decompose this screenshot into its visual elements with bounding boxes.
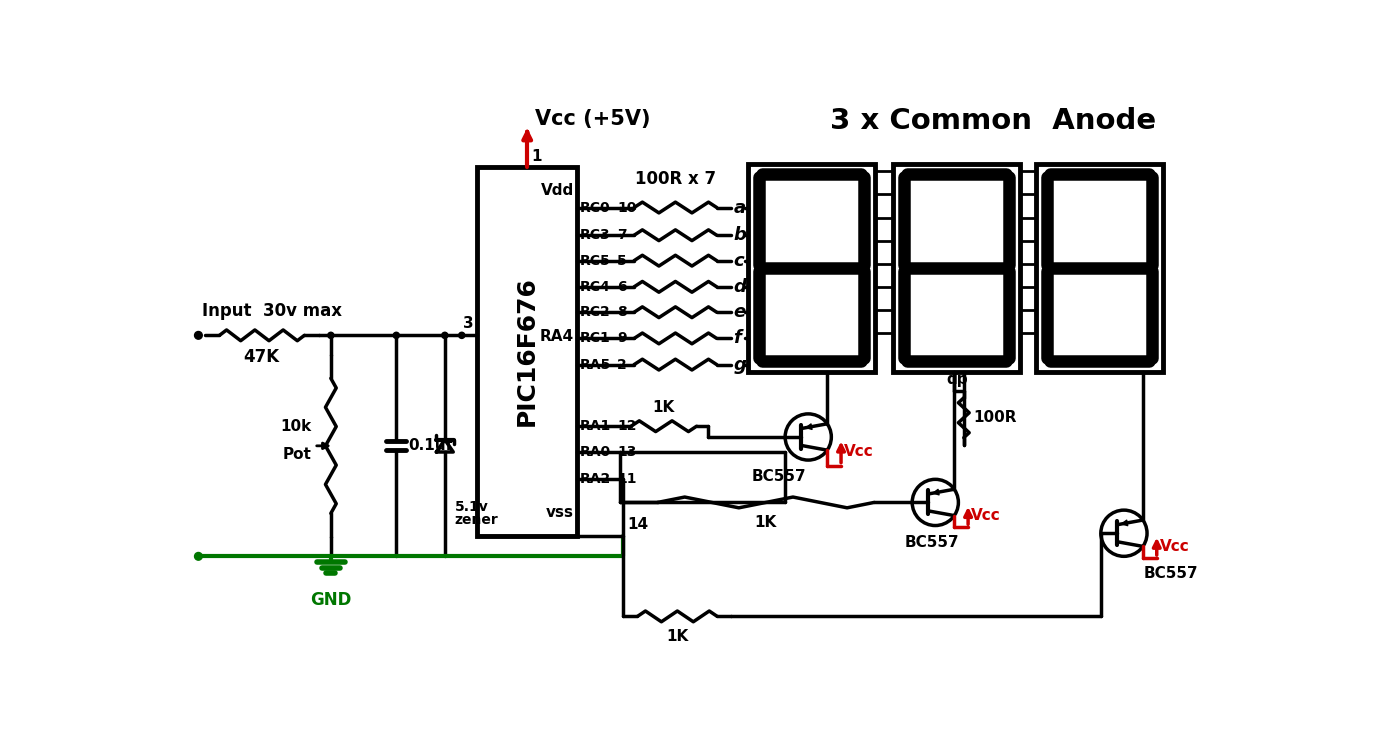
Text: GND: GND bbox=[311, 591, 351, 609]
Bar bbox=[748, 164, 875, 372]
Text: vss: vss bbox=[546, 505, 574, 520]
Text: 2: 2 bbox=[617, 357, 627, 372]
Text: 1K: 1K bbox=[666, 629, 688, 644]
Text: Vcc: Vcc bbox=[971, 508, 1001, 523]
Text: 100R x 7: 100R x 7 bbox=[635, 170, 716, 188]
Text: c: c bbox=[734, 252, 745, 270]
Text: Input  30v max: Input 30v max bbox=[203, 302, 343, 320]
Text: Vcc (+5V): Vcc (+5V) bbox=[535, 109, 651, 129]
Text: 1K: 1K bbox=[755, 515, 777, 530]
Text: 100R: 100R bbox=[974, 410, 1017, 425]
Text: RA2: RA2 bbox=[580, 472, 610, 486]
Text: 5.1v: 5.1v bbox=[455, 500, 488, 514]
Text: g: g bbox=[734, 356, 746, 373]
Text: zener: zener bbox=[455, 513, 498, 527]
Text: 5: 5 bbox=[617, 253, 627, 268]
Text: RA5: RA5 bbox=[580, 357, 610, 372]
Text: a: a bbox=[734, 198, 746, 216]
Text: 3: 3 bbox=[463, 316, 473, 331]
Circle shape bbox=[441, 333, 448, 339]
Text: 13: 13 bbox=[617, 446, 637, 459]
Text: b: b bbox=[734, 226, 746, 244]
Text: Vcc: Vcc bbox=[845, 444, 874, 459]
Text: 1K: 1K bbox=[653, 400, 675, 415]
Text: 3 x Common  Anode: 3 x Common Anode bbox=[829, 107, 1157, 135]
Text: e: e bbox=[734, 303, 746, 321]
Text: 1: 1 bbox=[531, 149, 541, 164]
Text: 10: 10 bbox=[617, 201, 637, 215]
Text: RA0: RA0 bbox=[580, 446, 610, 459]
Circle shape bbox=[393, 333, 399, 339]
Circle shape bbox=[194, 332, 203, 339]
Text: RC2: RC2 bbox=[580, 305, 610, 319]
Text: RC5: RC5 bbox=[580, 253, 610, 268]
Text: dp: dp bbox=[947, 372, 968, 387]
Text: BC557: BC557 bbox=[1143, 566, 1198, 581]
Text: 8: 8 bbox=[617, 305, 627, 319]
Circle shape bbox=[459, 333, 465, 339]
Circle shape bbox=[194, 553, 203, 560]
Text: 7: 7 bbox=[617, 228, 627, 242]
Text: 47K: 47K bbox=[244, 348, 280, 366]
Text: 9: 9 bbox=[617, 332, 627, 345]
Text: RC0: RC0 bbox=[580, 201, 610, 215]
Text: 11: 11 bbox=[617, 472, 637, 486]
Text: Vcc: Vcc bbox=[1160, 539, 1190, 554]
Text: 10k: 10k bbox=[280, 419, 312, 434]
Text: RC3: RC3 bbox=[580, 228, 610, 242]
Text: f: f bbox=[734, 329, 742, 348]
Text: RC4: RC4 bbox=[580, 280, 610, 294]
Text: PIC16F676: PIC16F676 bbox=[515, 277, 540, 427]
Text: RA1: RA1 bbox=[580, 419, 610, 434]
Text: 0.1uf: 0.1uf bbox=[409, 438, 454, 453]
Text: 14: 14 bbox=[627, 516, 648, 532]
Bar bbox=[893, 164, 1019, 372]
Text: Vdd: Vdd bbox=[541, 183, 574, 198]
Text: RA4: RA4 bbox=[540, 329, 574, 345]
Bar bbox=[1036, 164, 1164, 372]
Text: BC557: BC557 bbox=[904, 535, 958, 550]
Text: 12: 12 bbox=[617, 419, 637, 434]
Text: Pot: Pot bbox=[283, 447, 312, 462]
Text: d: d bbox=[734, 277, 746, 296]
Text: 6: 6 bbox=[617, 280, 627, 294]
Circle shape bbox=[327, 333, 334, 339]
Text: BC557: BC557 bbox=[752, 469, 806, 484]
Text: RC1: RC1 bbox=[580, 332, 610, 345]
Bar bbox=[477, 167, 577, 535]
